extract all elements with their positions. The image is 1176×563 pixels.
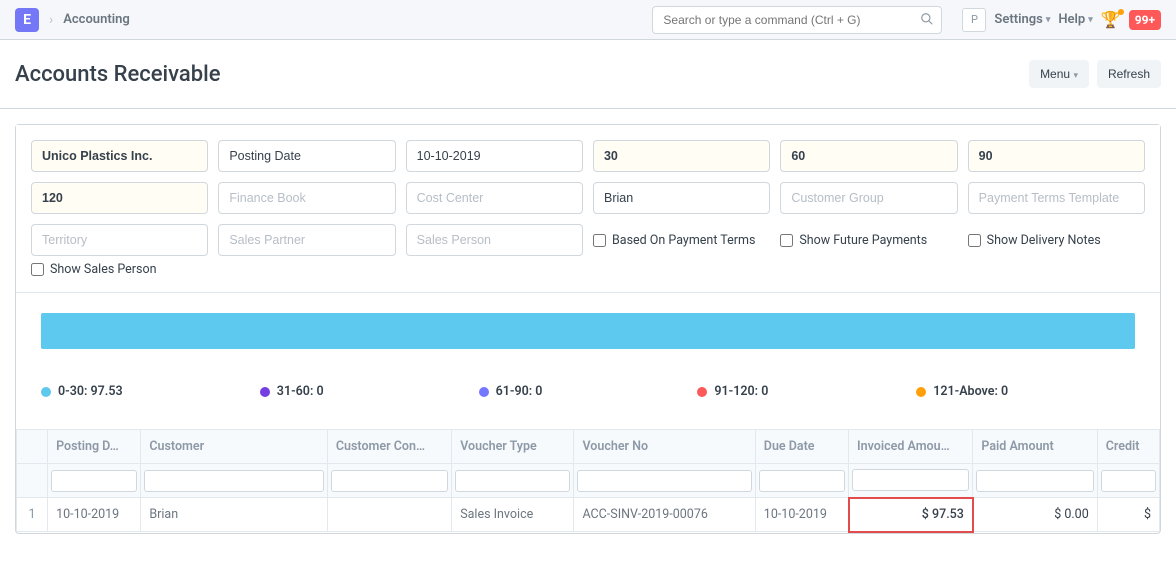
settings-menu[interactable]: Settings▾: [994, 12, 1050, 27]
legend-item-31-60[interactable]: 31-60: 0: [260, 384, 479, 399]
col-due-date[interactable]: Due Date: [755, 430, 848, 464]
range4-input[interactable]: [31, 182, 208, 214]
ageing-chart: 0-30: 97.53 31-60: 0 61-90: 0 91-120: 0 121-…: [16, 293, 1160, 429]
filter-credit[interactable]: [1101, 470, 1156, 492]
table-row[interactable]: 1 10-10-2019 Brian Sales Invoice ACC-SIN…: [17, 498, 1160, 532]
chart-legend: 0-30: 97.53 31-60: 0 61-90: 0 91-120: 0 121-…: [41, 384, 1135, 399]
legend-item-91-120[interactable]: 91-120: 0: [697, 384, 916, 399]
filter-customer[interactable]: [144, 470, 324, 492]
chart-segment-0-30: [41, 313, 1135, 349]
range2-input[interactable]: [780, 140, 957, 172]
breadcrumb-accounting[interactable]: Accounting: [63, 12, 130, 27]
cell-credit: $: [1097, 498, 1159, 532]
sales-partner-input[interactable]: [218, 224, 395, 256]
customer-input[interactable]: [593, 182, 770, 214]
col-voucher-no[interactable]: Voucher No: [574, 430, 755, 464]
filter-posting-date[interactable]: [51, 470, 137, 492]
cell-posting-date: 10-10-2019: [48, 498, 141, 532]
chart-bar: [41, 313, 1135, 349]
chevron-down-icon: ▾: [1073, 70, 1078, 80]
legend-label: 31-60: 0: [277, 384, 324, 399]
legend-dot-icon: [260, 387, 270, 397]
navbar: E › Accounting P Settings▾ Help▾ 🏆 99+: [0, 0, 1176, 40]
chevron-down-icon: ▾: [1046, 15, 1051, 25]
legend-label: 61-90: 0: [496, 384, 543, 399]
data-table-wrap: Posting D… Customer Customer Con… Vouche…: [16, 429, 1160, 533]
filter-customer-contact[interactable]: [331, 470, 448, 492]
filter-invoiced[interactable]: [852, 469, 969, 491]
finance-book-input[interactable]: [218, 182, 395, 214]
report-card: Based On Payment Terms Show Future Payme…: [15, 124, 1161, 534]
cell-paid: $ 0.00: [973, 498, 1097, 532]
filter-voucher-type[interactable]: [455, 470, 570, 492]
legend-dot-icon: [697, 387, 707, 397]
notifications-badge[interactable]: 99+: [1129, 10, 1161, 30]
legend-item-0-30[interactable]: 0-30: 97.53: [41, 384, 260, 399]
cell-due-date: 10-10-2019: [755, 498, 848, 532]
data-table: Posting D… Customer Customer Con… Vouche…: [16, 429, 1160, 533]
profile-button[interactable]: P: [962, 8, 986, 32]
cell-idx: 1: [17, 498, 48, 532]
legend-label: 0-30: 97.53: [58, 384, 123, 399]
col-invoiced[interactable]: Invoiced Amou…: [849, 430, 973, 464]
col-customer[interactable]: Customer: [141, 430, 328, 464]
range1-input[interactable]: [593, 140, 770, 172]
navbar-right: P Settings▾ Help▾ 🏆 99+: [962, 8, 1161, 32]
legend-label: 121-Above: 0: [933, 384, 1008, 399]
col-posting-date[interactable]: Posting D…: [48, 430, 141, 464]
range3-input[interactable]: [968, 140, 1145, 172]
help-menu[interactable]: Help▾: [1058, 12, 1092, 27]
col-voucher-type[interactable]: Voucher Type: [452, 430, 574, 464]
filter-due-date[interactable]: [759, 470, 845, 492]
cell-customer-contact: [327, 498, 451, 532]
table-header-row: Posting D… Customer Customer Con… Vouche…: [17, 430, 1160, 464]
filters-section: Based On Payment Terms Show Future Payme…: [16, 125, 1160, 293]
col-customer-contact[interactable]: Customer Con…: [327, 430, 451, 464]
payment-terms-input[interactable]: [968, 182, 1145, 214]
page-title: Accounts Receivable: [15, 62, 221, 87]
show-delivery-checkbox[interactable]: Show Delivery Notes: [968, 233, 1145, 248]
page-actions: Menu ▾ Refresh: [1029, 60, 1161, 88]
filter-voucher-no[interactable]: [577, 470, 751, 492]
col-credit[interactable]: Credit: [1097, 430, 1159, 464]
legend-dot-icon: [916, 387, 926, 397]
report-date-label-input[interactable]: [218, 140, 395, 172]
cost-center-input[interactable]: [406, 182, 583, 214]
menu-button[interactable]: Menu ▾: [1029, 60, 1089, 88]
cell-customer: Brian: [141, 498, 328, 532]
col-idx[interactable]: [17, 430, 48, 464]
customer-group-input[interactable]: [780, 182, 957, 214]
page-header: Accounts Receivable Menu ▾ Refresh: [0, 40, 1176, 109]
legend-label: 91-120: 0: [714, 384, 768, 399]
cell-voucher-no: ACC-SINV-2019-00076: [574, 498, 755, 532]
filter-paid[interactable]: [976, 470, 1093, 492]
breadcrumb-separator: ›: [49, 12, 53, 28]
trophy-icon[interactable]: 🏆: [1101, 10, 1121, 29]
legend-dot-icon: [41, 387, 51, 397]
based-on-payment-checkbox[interactable]: Based On Payment Terms: [593, 233, 770, 248]
show-future-checkbox[interactable]: Show Future Payments: [780, 233, 957, 248]
search-icon: [920, 12, 934, 30]
cell-invoiced: $ 97.53: [849, 498, 973, 532]
show-sales-person-checkbox[interactable]: Show Sales Person: [31, 262, 1145, 277]
chevron-down-icon: ▾: [1088, 15, 1093, 25]
refresh-button[interactable]: Refresh: [1097, 60, 1161, 88]
col-paid[interactable]: Paid Amount: [973, 430, 1097, 464]
legend-dot-icon: [479, 387, 489, 397]
app-logo[interactable]: E: [15, 8, 39, 32]
territory-input[interactable]: [31, 224, 208, 256]
table-filter-row: [17, 464, 1160, 498]
company-input[interactable]: [31, 140, 208, 172]
sales-person-input[interactable]: [406, 224, 583, 256]
legend-item-61-90[interactable]: 61-90: 0: [479, 384, 698, 399]
search-input[interactable]: [652, 6, 942, 34]
report-date-input[interactable]: [406, 140, 583, 172]
cell-voucher-type: Sales Invoice: [452, 498, 574, 532]
legend-item-121-Above[interactable]: 121-Above: 0: [916, 384, 1135, 399]
navbar-search: [652, 6, 942, 34]
